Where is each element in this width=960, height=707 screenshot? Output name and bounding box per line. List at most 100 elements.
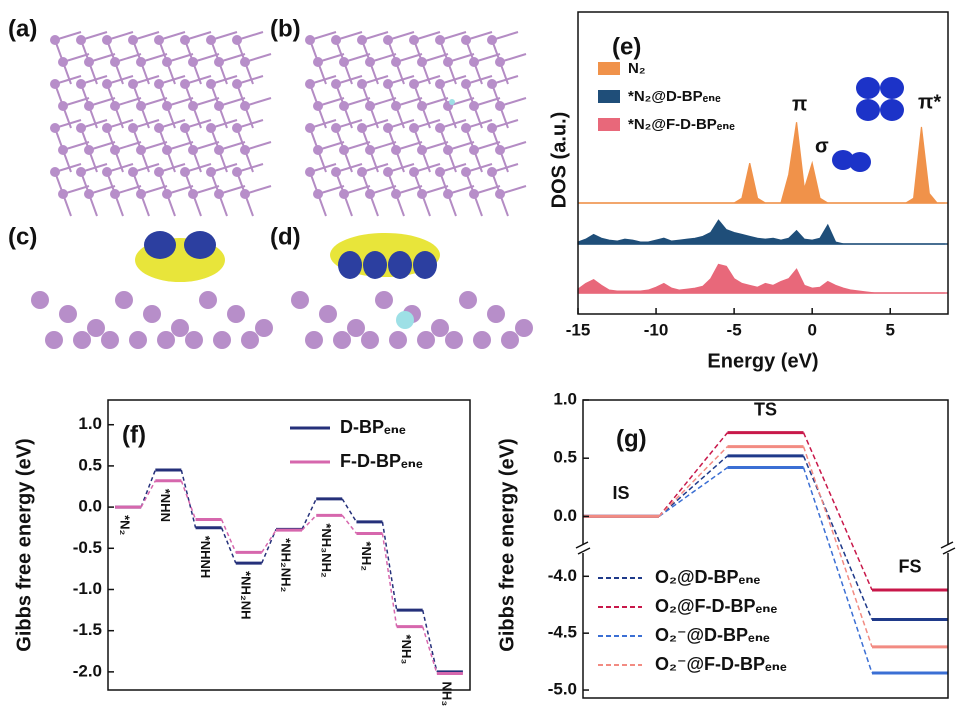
- axis-break: [940, 541, 954, 549]
- atom: [495, 57, 505, 67]
- y-tick-label: -0.5: [73, 538, 102, 557]
- y-tick-label: 0.0: [553, 506, 577, 525]
- isosurface: [144, 231, 176, 259]
- atom: [143, 305, 161, 323]
- atom: [291, 291, 309, 309]
- atom: [50, 35, 60, 45]
- connector: [802, 446, 873, 648]
- connector: [421, 626, 438, 674]
- connector: [301, 514, 317, 531]
- structure-images: [31, 31, 533, 349]
- atom: [180, 123, 190, 133]
- atom: [199, 291, 217, 309]
- atom: [347, 319, 365, 337]
- legend-label: D-BPₑₙₑ: [340, 417, 406, 437]
- isosurface: [184, 231, 216, 259]
- atom: [417, 331, 435, 349]
- atom: [59, 305, 77, 323]
- atom: [443, 145, 453, 155]
- atom: [102, 79, 112, 89]
- atom: [396, 311, 414, 329]
- atom: [129, 331, 147, 349]
- atom: [417, 189, 427, 199]
- legend-label: N₂: [628, 60, 646, 77]
- atom: [162, 101, 172, 111]
- atom: [409, 167, 419, 177]
- atom: [84, 145, 94, 155]
- atom: [365, 101, 375, 111]
- atom: [333, 331, 351, 349]
- atom: [357, 35, 367, 45]
- atom: [435, 35, 445, 45]
- atom: [383, 35, 393, 45]
- legend-label: *N₂@D-BPₑₙₑ: [628, 88, 721, 105]
- connector: [261, 529, 277, 553]
- y-tick-label: -1.0: [73, 579, 102, 598]
- atom: [339, 57, 349, 67]
- atom: [102, 123, 112, 133]
- atom: [417, 145, 427, 155]
- atom: [313, 101, 323, 111]
- atom: [487, 167, 497, 177]
- atom: [84, 189, 94, 199]
- atom: [128, 167, 138, 177]
- orbital: [849, 152, 871, 172]
- isosurface: [413, 251, 437, 279]
- atom: [495, 189, 505, 199]
- atom: [305, 79, 315, 89]
- atom: [383, 123, 393, 133]
- atom: [383, 167, 393, 177]
- atom: [255, 319, 273, 337]
- orbital: [880, 77, 904, 99]
- category-label: TS: [754, 399, 777, 419]
- atom: [469, 101, 479, 111]
- x-tick-label: 5: [886, 320, 895, 339]
- atom: [391, 57, 401, 67]
- y-tick-label: 0.5: [78, 455, 102, 474]
- atom: [110, 101, 120, 111]
- atom: [128, 123, 138, 133]
- legend-swatch: [598, 62, 620, 75]
- atom: [128, 35, 138, 45]
- connector: [421, 609, 438, 673]
- atom: [313, 57, 323, 67]
- atom: [431, 319, 449, 337]
- y-axis-label: Gibbs free energy (eV): [13, 438, 35, 651]
- connector: [341, 514, 358, 534]
- annotation: σ: [815, 135, 829, 157]
- panel-label: (f): [122, 421, 146, 448]
- atom: [339, 145, 349, 155]
- panel-label: (c): [8, 223, 37, 250]
- atom: [435, 167, 445, 177]
- plot-frame: [577, 11, 949, 315]
- atom: [240, 145, 250, 155]
- axis-break: [575, 541, 589, 549]
- connector: [220, 519, 237, 553]
- atom: [459, 291, 477, 309]
- atom: [76, 79, 86, 89]
- category-label: NH₃: [439, 682, 454, 707]
- atom: [391, 145, 401, 155]
- atom: [50, 79, 60, 89]
- x-tick-label: -5: [727, 320, 742, 339]
- atom: [102, 167, 112, 177]
- atom: [214, 145, 224, 155]
- atom: [417, 101, 427, 111]
- connector: [658, 455, 728, 517]
- orbital: [856, 77, 880, 99]
- atom: [154, 35, 164, 45]
- atom: [180, 35, 190, 45]
- atom: [206, 35, 216, 45]
- panel-label: (e): [612, 33, 641, 60]
- atom: [241, 331, 259, 349]
- atom: [313, 189, 323, 199]
- x-axis-label: Energy (eV): [707, 350, 818, 372]
- atom: [232, 167, 242, 177]
- connector: [802, 455, 873, 620]
- atom: [50, 167, 60, 177]
- atom: [58, 57, 68, 67]
- atom: [136, 145, 146, 155]
- atom: [461, 35, 471, 45]
- atom: [84, 57, 94, 67]
- atom: [365, 57, 375, 67]
